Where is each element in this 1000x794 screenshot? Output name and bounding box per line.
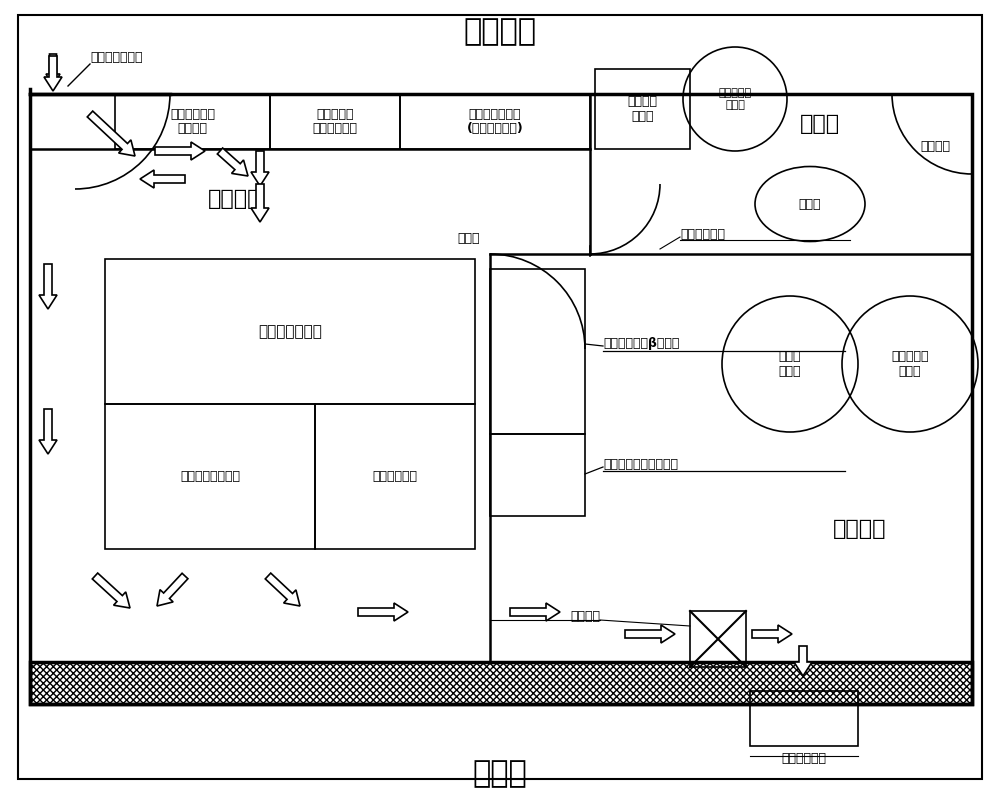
Text: 非控制区出入门: 非控制区出入门 bbox=[90, 51, 143, 64]
Bar bbox=[400, 94, 590, 149]
Polygon shape bbox=[140, 170, 185, 188]
Bar bbox=[30, 662, 972, 704]
Text: 去污间: 去污间 bbox=[800, 114, 840, 134]
Polygon shape bbox=[265, 573, 300, 606]
Text: 应急门: 应急门 bbox=[458, 233, 480, 245]
Text: 小物品表面污染检测仪: 小物品表面污染检测仪 bbox=[603, 457, 678, 471]
Text: 控制区出入门: 控制区出入门 bbox=[782, 753, 826, 765]
Polygon shape bbox=[39, 409, 57, 454]
Text: 放射性废物
收集桶: 放射性废物 收集桶 bbox=[718, 88, 752, 110]
Polygon shape bbox=[157, 573, 188, 606]
Text: 个人衣物储存柜: 个人衣物储存柜 bbox=[258, 324, 322, 339]
Text: 热更衣室: 热更衣室 bbox=[833, 519, 887, 539]
Text: 小工具储存柜: 小工具储存柜 bbox=[372, 470, 418, 483]
Text: 冷更衣室: 冷更衣室 bbox=[208, 189, 262, 209]
Text: 非控制区: 非控制区 bbox=[464, 17, 536, 47]
Polygon shape bbox=[44, 56, 62, 91]
Bar bbox=[595, 69, 690, 149]
Polygon shape bbox=[358, 603, 408, 621]
Bar bbox=[490, 434, 585, 516]
Text: 辐射防护用品柜
(含便携式仪表): 辐射防护用品柜 (含便携式仪表) bbox=[467, 107, 523, 136]
Text: 去污间出入门: 去污间出入门 bbox=[680, 228, 725, 241]
Text: 放射性废物
收集桶: 放射性废物 收集桶 bbox=[891, 350, 929, 378]
Polygon shape bbox=[251, 184, 269, 222]
Polygon shape bbox=[155, 142, 205, 160]
Polygon shape bbox=[92, 573, 130, 608]
Polygon shape bbox=[46, 54, 60, 86]
Text: 工作服
收集桶: 工作服 收集桶 bbox=[779, 350, 801, 378]
Bar bbox=[750, 691, 858, 746]
Bar bbox=[30, 94, 972, 704]
Text: 盥洗盆: 盥洗盆 bbox=[799, 198, 821, 210]
Bar bbox=[115, 94, 270, 149]
Bar bbox=[105, 259, 475, 404]
Text: 单向阀门: 单向阀门 bbox=[570, 610, 600, 622]
Text: 电子式个人
剂量计储存柜: 电子式个人 剂量计储存柜 bbox=[312, 107, 358, 136]
Polygon shape bbox=[251, 151, 269, 186]
Polygon shape bbox=[510, 603, 560, 621]
Text: 辐射防护值班
人员站位: 辐射防护值班 人员站位 bbox=[170, 107, 215, 136]
Bar bbox=[30, 662, 972, 704]
Bar bbox=[105, 404, 315, 549]
Bar bbox=[315, 404, 475, 549]
Text: 清洁工作服储存柜: 清洁工作服储存柜 bbox=[180, 470, 240, 483]
Polygon shape bbox=[625, 625, 675, 643]
Text: 去污用品
储存柜: 去污用品 储存柜 bbox=[628, 95, 658, 123]
Polygon shape bbox=[794, 646, 812, 676]
Text: 淋浴喷头: 淋浴喷头 bbox=[920, 140, 950, 152]
Text: 全身表面污染β检测仪: 全身表面污染β检测仪 bbox=[603, 337, 679, 350]
Bar bbox=[270, 94, 400, 149]
Polygon shape bbox=[217, 148, 248, 176]
Polygon shape bbox=[39, 264, 57, 309]
Polygon shape bbox=[752, 625, 792, 643]
Polygon shape bbox=[87, 111, 135, 156]
Text: 控制区: 控制区 bbox=[473, 760, 527, 788]
Bar bbox=[490, 269, 585, 434]
